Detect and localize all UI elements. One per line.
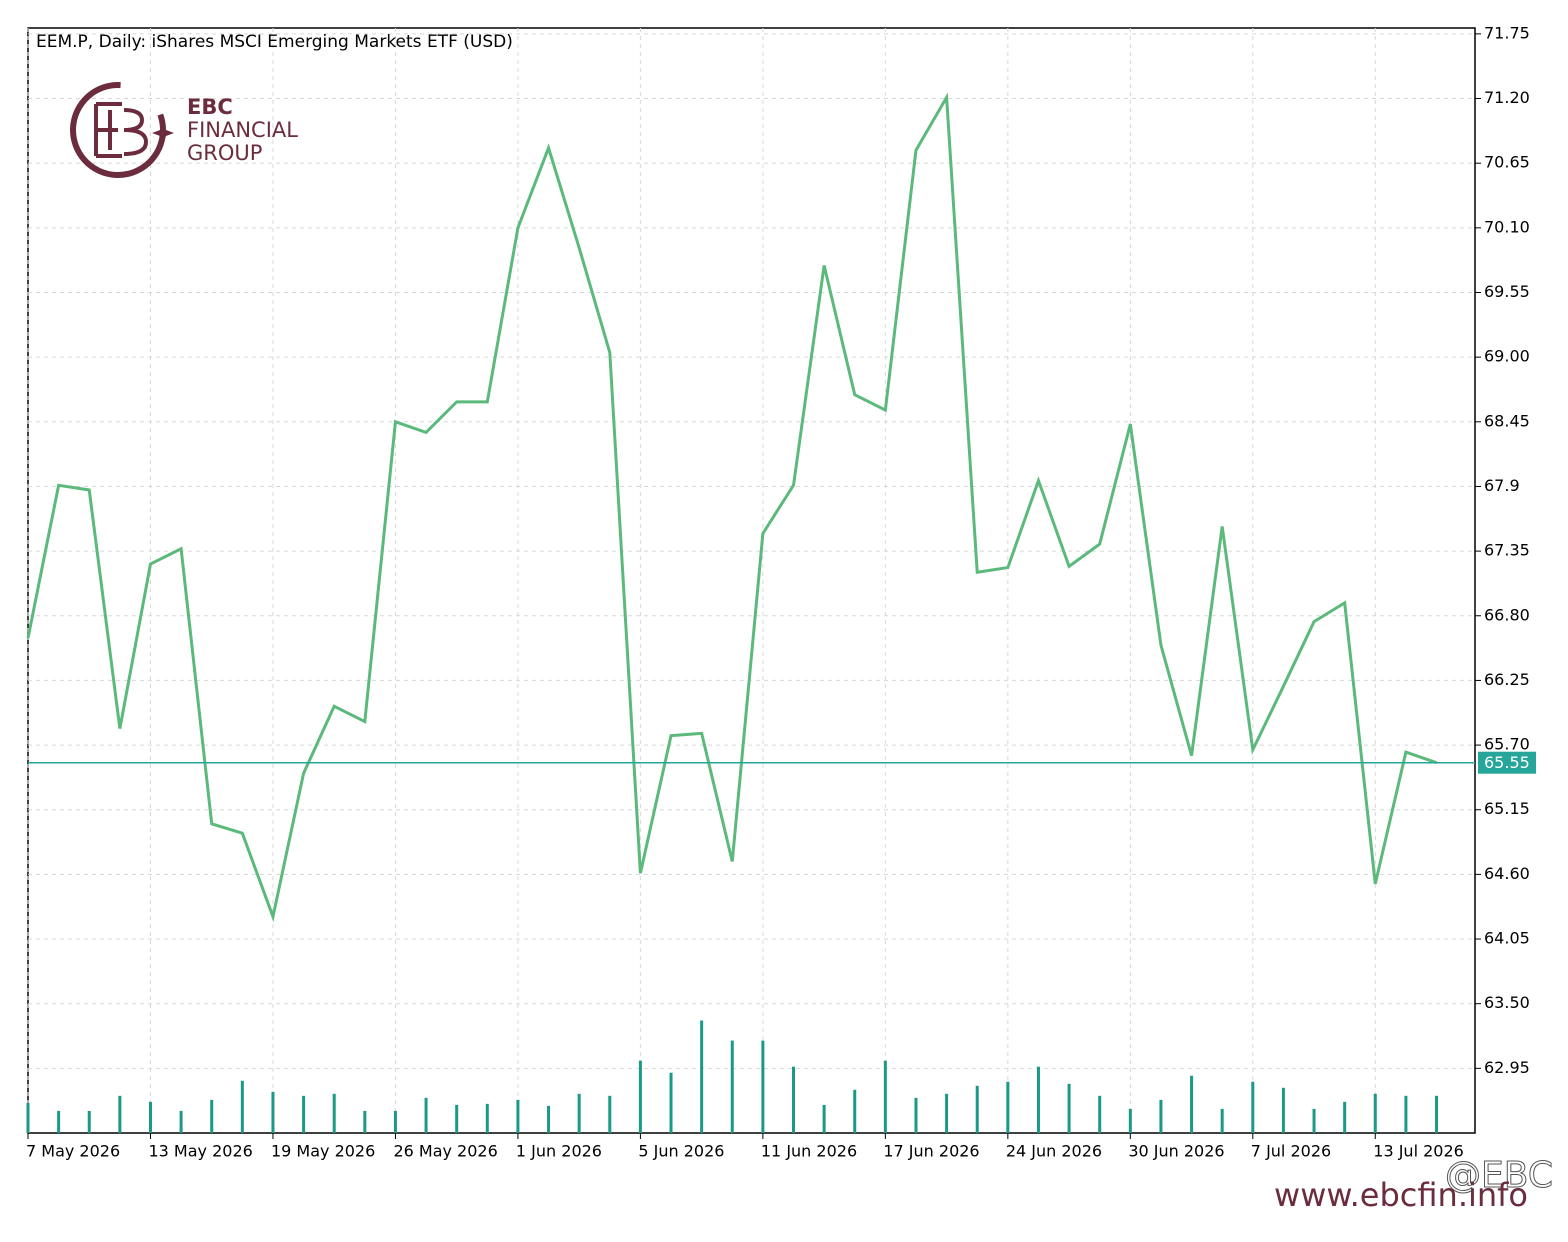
- volume-bar: [1036, 1066, 1040, 1133]
- y-tick-label: 70.10: [1484, 217, 1530, 236]
- volume-bar: [914, 1097, 918, 1133]
- y-tick-label: 64.05: [1484, 929, 1530, 948]
- y-tick-label: 68.45: [1484, 411, 1530, 430]
- volume-bar: [700, 1020, 704, 1133]
- volume-bar: [1435, 1095, 1439, 1133]
- marks: [26, 92, 1439, 1133]
- volume-bar: [792, 1066, 795, 1133]
- brand-logo: EBC FINANCIAL GROUP: [70, 82, 298, 178]
- current-price-box: [1478, 751, 1536, 774]
- volume-bar: [1373, 1093, 1377, 1133]
- volume-bar: [1343, 1101, 1347, 1133]
- y-tick-label: 69.00: [1484, 347, 1530, 366]
- watermark-handle: @EBC: [1445, 1155, 1553, 1196]
- volume-bar: [363, 1110, 367, 1133]
- logo-glyph: [94, 102, 149, 158]
- volume-bar: [302, 1095, 306, 1133]
- y-tick-label: 67.35: [1484, 541, 1530, 560]
- watermark-url: www.ebcfin.info: [1274, 1176, 1528, 1214]
- volume-bar: [57, 1110, 61, 1133]
- x-tick-label: 5 Jun 2026: [638, 1142, 724, 1161]
- volume-bar: [1190, 1075, 1194, 1133]
- volume-bar: [240, 1080, 244, 1133]
- price-line: [26, 92, 1438, 923]
- plot-frame: [27, 27, 1476, 1134]
- volume-bar: [669, 1072, 673, 1133]
- volume-bar: [761, 1040, 765, 1133]
- volume-bar: [271, 1091, 275, 1133]
- x-tick-label: 7 Jul 2026: [1251, 1142, 1331, 1161]
- volume-bar: [730, 1040, 734, 1133]
- volume-bar: [148, 1101, 152, 1133]
- volume-bar: [822, 1104, 826, 1133]
- y-tick-label: 67.9: [1484, 476, 1520, 495]
- x-tick-label: 24 Jun 2026: [1006, 1142, 1102, 1161]
- logo-star: [152, 122, 174, 144]
- grid: [27, 28, 1475, 1133]
- y-tick-label: 65.70: [1484, 735, 1530, 754]
- volume-bar: [975, 1085, 979, 1133]
- volume-bar: [1312, 1108, 1316, 1133]
- y-tick-label: 70.65: [1484, 153, 1530, 172]
- y-tick-label: 66.25: [1484, 670, 1530, 689]
- volume-bar: [179, 1110, 183, 1133]
- y-tick-label: 64.60: [1484, 864, 1530, 883]
- volume-bar: [210, 1099, 214, 1133]
- x-tick-label: 17 Jun 2026: [883, 1142, 979, 1161]
- brand-line: GROUP: [187, 141, 262, 165]
- y-tick-label: 69.55: [1484, 282, 1530, 301]
- volume-bar: [1067, 1083, 1071, 1133]
- y-tick-label: 66.80: [1484, 605, 1530, 624]
- y-tick-label: 71.75: [1484, 23, 1530, 42]
- y-tick-label: 65.15: [1484, 799, 1530, 818]
- volume-bar: [424, 1097, 428, 1133]
- x-tick-label: 7 May 2026: [26, 1142, 120, 1161]
- x-tick-label: 19 May 2026: [271, 1142, 375, 1161]
- volume-bar: [945, 1093, 949, 1133]
- volume-bar: [26, 1102, 30, 1133]
- volume-bar: [393, 1110, 397, 1133]
- volume-bar: [87, 1110, 91, 1133]
- volume-bar: [516, 1099, 520, 1133]
- volume-bar: [1006, 1081, 1010, 1133]
- volume-bar: [1159, 1099, 1163, 1133]
- volume-bar: [485, 1103, 489, 1133]
- volume-bar: [1251, 1081, 1255, 1133]
- volume-bar: [853, 1089, 857, 1133]
- current-price-label: 65.55: [1484, 753, 1530, 772]
- logo-ring: [70, 82, 166, 178]
- y-tick-label: 62.95: [1484, 1058, 1530, 1077]
- x-tick-label: 13 Jul 2026: [1373, 1142, 1464, 1161]
- volume-bar: [547, 1105, 551, 1133]
- brand-line: FINANCIAL: [187, 118, 298, 142]
- volume-bar: [608, 1095, 612, 1133]
- volume-bar: [1128, 1108, 1132, 1133]
- volume-bar: [883, 1060, 887, 1133]
- volume-bar: [1281, 1087, 1285, 1133]
- x-tick-label: 11 Jun 2026: [761, 1142, 857, 1161]
- chart-title: EEM.P, Daily: iShares MSCI Emerging Mark…: [36, 32, 513, 52]
- volume-bar: [118, 1095, 122, 1133]
- volume-bar: [455, 1104, 459, 1133]
- y-tick-label: 63.50: [1484, 993, 1530, 1012]
- x-tick-label: 1 Jun 2026: [516, 1142, 602, 1161]
- x-tick-label: 13 May 2026: [148, 1142, 252, 1161]
- volume-bar: [638, 1060, 642, 1133]
- volume-bar: [1098, 1095, 1102, 1133]
- y-tick-label: 71.20: [1484, 88, 1530, 107]
- x-tick-label: 26 May 2026: [393, 1142, 497, 1161]
- volume-bar: [577, 1093, 581, 1133]
- brand-name: EBC: [187, 95, 233, 119]
- volume-bar: [332, 1093, 336, 1133]
- volume-bar: [1404, 1095, 1408, 1133]
- volume-bar: [1220, 1108, 1224, 1133]
- x-tick-label: 30 Jun 2026: [1128, 1142, 1224, 1161]
